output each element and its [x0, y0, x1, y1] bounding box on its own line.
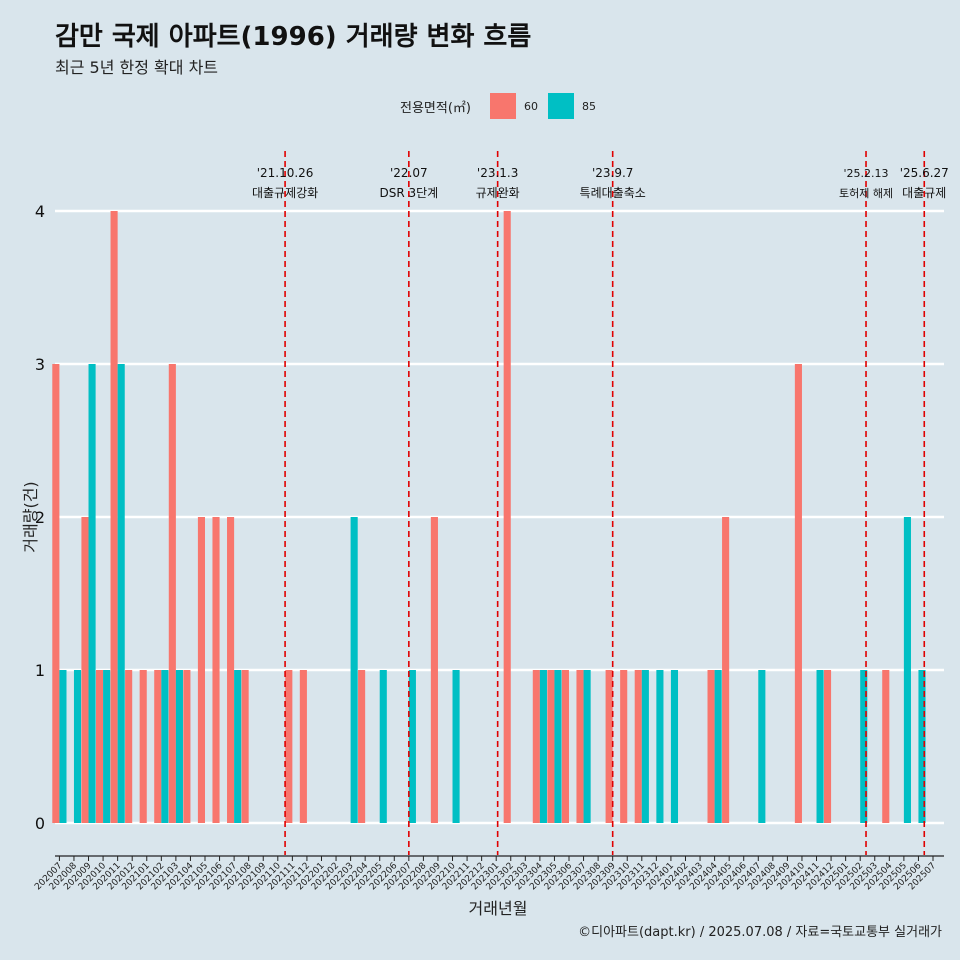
bar-85-202207 [408, 670, 416, 823]
bar-60-202504 [882, 670, 890, 823]
event-date-3: '23.9.7 [592, 166, 633, 180]
bar-85-202205 [379, 670, 387, 823]
bar-60-202310 [620, 670, 628, 823]
event-label-0: 대출규제강화 [252, 186, 318, 200]
bar-60-202305 [547, 670, 555, 823]
bar-60-202112 [299, 670, 307, 823]
bar-60-202011 [110, 211, 118, 823]
bar-60-202404 [707, 670, 715, 823]
event-label-3: 특례대출축소 [580, 186, 646, 200]
bar-85-202011 [117, 364, 125, 823]
bar-85-202008 [73, 670, 82, 823]
bar-60-202405 [722, 517, 730, 823]
bar-85-202307 [583, 670, 591, 823]
bar-60-202412 [823, 670, 832, 823]
bar-60-202012 [125, 670, 133, 823]
y-tick-label-3: 3 [35, 355, 45, 374]
bar-60-202204 [358, 670, 366, 823]
event-date-5: '25.6.27 [900, 166, 949, 180]
bar-85-202311 [641, 670, 649, 823]
bar-85-202305 [554, 670, 562, 823]
legend-label-60: 60 [524, 100, 538, 113]
legend-label-85: 85 [582, 100, 596, 113]
bar-85-202102 [161, 670, 169, 823]
bar-60-202103 [168, 364, 176, 823]
y-axis-title: 거래량(건) [21, 481, 40, 552]
event-date-2: '23.1.3 [477, 166, 518, 180]
bar-85-202010 [103, 670, 111, 823]
bar-60-202309 [605, 670, 613, 823]
bar-85-202411 [816, 670, 824, 823]
bar-85-202312 [656, 670, 664, 823]
bar-85-202505 [903, 517, 911, 823]
bar-60-202307 [576, 670, 584, 823]
chart-title: 감만 국제 아파트(1996) 거래량 변화 흐름 [55, 22, 532, 52]
bar-85-202502 [860, 670, 868, 823]
bar-60-202108 [241, 670, 249, 823]
bar-85-202404 [714, 670, 722, 823]
bar-60-202104 [183, 670, 191, 823]
chart-subtitle: 최근 5년 한정 확대 차트 [55, 58, 219, 77]
bar-85-202203 [350, 517, 358, 823]
bar-60-202101 [139, 670, 147, 823]
bar-85-202401 [670, 670, 679, 823]
bar-85-202007 [59, 670, 67, 823]
footer-credit: ©디아파트(dapt.kr) / 2025.07.08 / 자료=국토교통부 실… [578, 925, 942, 940]
bar-85-202304 [539, 670, 547, 823]
y-tick-label-4: 4 [35, 202, 45, 221]
bar-60-202209 [430, 517, 438, 823]
bar-60-202105 [197, 517, 205, 823]
bar-85-202506 [918, 670, 926, 823]
event-label-2: 규제완화 [476, 186, 520, 200]
event-label-5: 대출규제 [902, 186, 946, 200]
bar-85-202009 [88, 364, 96, 823]
legend: 전용면적(㎡) 60 85 [0, 93, 960, 121]
y-tick-label-1: 1 [35, 661, 45, 680]
bar-60-202302 [503, 211, 511, 823]
y-tick-label-2: 2 [35, 508, 45, 527]
bar-85-202210 [452, 670, 460, 823]
bar-60-202106 [212, 517, 220, 823]
event-label-4: 토허제 해제 [839, 186, 893, 200]
event-date-0: '21.10.26 [257, 166, 314, 180]
bar-60-202304 [532, 670, 540, 823]
y-tick-label-0: 0 [35, 814, 45, 833]
bar-85-202407 [758, 670, 766, 823]
bar-60-202410 [794, 364, 802, 823]
x-axis-title: 거래년월 [469, 899, 528, 918]
bar-60-202111 [285, 670, 293, 823]
bar-60-202007 [52, 364, 60, 823]
bar-60-202102 [154, 670, 162, 823]
bar-60-202010 [95, 670, 104, 823]
bar-60-202009 [81, 517, 89, 823]
event-label-1: DSR 3단계 [379, 186, 438, 200]
bar-60-202107 [227, 517, 235, 823]
event-date-4: '25.2.13 [844, 167, 889, 180]
event-date-1: '22.07 [390, 166, 428, 180]
bar-85-202103 [175, 670, 183, 823]
bar-85-202107 [234, 670, 242, 823]
legend-key-85 [548, 93, 574, 119]
legend-key-60 [490, 93, 516, 119]
legend-title: 전용면적(㎡) [400, 101, 471, 116]
bar-60-202306 [561, 670, 569, 823]
bar-60-202311 [634, 670, 642, 823]
